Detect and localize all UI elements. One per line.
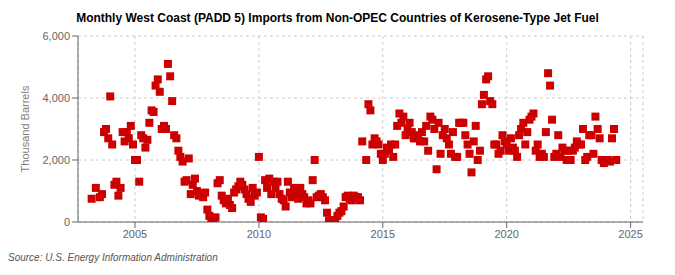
svg-text:6,000: 6,000 <box>42 30 70 42</box>
svg-text:Thousand Barrels: Thousand Barrels <box>19 85 31 172</box>
svg-text:2,000: 2,000 <box>42 154 70 166</box>
svg-text:2020: 2020 <box>494 228 518 240</box>
svg-text:2005: 2005 <box>123 228 147 240</box>
svg-text:0: 0 <box>64 216 70 228</box>
svg-text:2025: 2025 <box>618 228 642 240</box>
html-text:Source: U.S. Energy Informatio: Source: U.S. Energy Information Administ… <box>8 252 218 263</box>
svg-text:2015: 2015 <box>371 228 395 240</box>
svg-text:4,000: 4,000 <box>42 92 70 104</box>
svg-text:2010: 2010 <box>247 228 271 240</box>
html-text:Monthly West Coast (PADD 5) Im: Monthly West Coast (PADD 5) Imports from… <box>76 11 599 25</box>
